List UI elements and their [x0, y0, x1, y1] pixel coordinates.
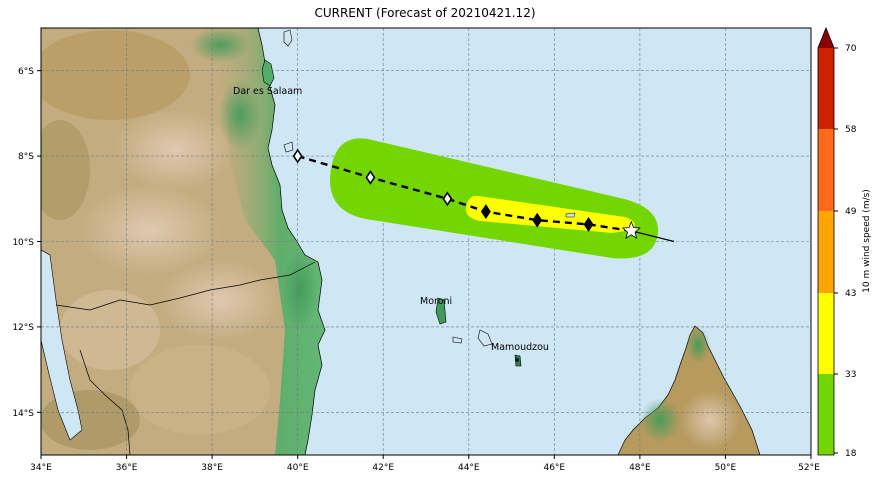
track-point-marker [292, 148, 303, 164]
colorbar-tick-label: 70 [845, 44, 857, 54]
current-position-star [621, 220, 641, 239]
x-tick-label: 36°E [116, 463, 138, 473]
lake-malawi [41, 249, 83, 441]
border-line [55, 261, 316, 311]
zanzibar-island [261, 59, 275, 87]
map-area: Dar es Salaam Moroni Mamoudzou [41, 28, 811, 455]
colorbar-bin [818, 293, 834, 374]
x-tick-label: 50°E [715, 463, 737, 473]
page-title: CURRENT (Forecast of 20210421.12) [314, 6, 536, 20]
colorbar: 18 33 43 49 58 70 10 m wind speed (m/s) [817, 26, 872, 459]
colorbar-tick-label: 43 [845, 289, 856, 299]
place-label-mamoudzou: Mamoudzou [491, 342, 549, 353]
x-tick-label: 52°E [798, 463, 820, 473]
track-solid-segment [631, 230, 675, 243]
x-tick-label: 42°E [372, 463, 394, 473]
y-tick-label: 8°S [18, 152, 34, 162]
colorbar-bin [818, 374, 834, 455]
colorbar-bin [818, 48, 834, 129]
track-point-marker [442, 191, 453, 207]
x-tick-label: 46°E [543, 463, 565, 473]
moheli-island [452, 336, 463, 344]
x-tick-label: 34°E [30, 463, 52, 473]
y-axis: 6°S 8°S 10°S 12°S 14°S [12, 67, 41, 419]
colorbar-extend-arrow [818, 28, 834, 48]
track-point-marker [532, 212, 543, 228]
track-point-marker [480, 204, 491, 220]
x-axis: 34°E 36°E 38°E 40°E 42°E 44°E 46°E 48°E … [30, 455, 820, 473]
colorbar-tick-label: 58 [845, 125, 857, 135]
colorbar-tick-label: 49 [845, 207, 857, 217]
track-point-marker [583, 216, 594, 232]
place-labels: Dar es Salaam Moroni Mamoudzou [233, 86, 549, 362]
x-tick-label: 40°E [287, 463, 309, 473]
x-tick-label: 38°E [201, 463, 223, 473]
colorbar-title: 10 m wind speed (m/s) [862, 189, 872, 293]
anjouan-island [477, 329, 493, 347]
colorbar-bin [818, 211, 834, 293]
place-label-dar-es-salaam: Dar es Salaam [233, 86, 302, 97]
forecast-track [292, 148, 675, 243]
y-tick-label: 14°S [12, 409, 34, 419]
mafia-island [283, 141, 294, 153]
colorbar-tick-label: 33 [845, 370, 856, 380]
mamoudzou-marker [515, 358, 519, 362]
y-tick-label: 10°S [12, 238, 34, 248]
colorbar-bin [818, 129, 834, 211]
x-tick-label: 44°E [458, 463, 480, 473]
place-label-moroni: Moroni [420, 296, 452, 307]
border-line [79, 349, 131, 455]
pemba-island [283, 29, 293, 47]
colorbar-tick-label: 18 [845, 449, 857, 459]
x-tick-label: 48°E [629, 463, 651, 473]
y-tick-label: 6°S [18, 67, 34, 77]
grande-comore-island [435, 297, 447, 325]
y-tick-label: 12°S [12, 323, 34, 333]
track-point-marker [365, 170, 376, 185]
